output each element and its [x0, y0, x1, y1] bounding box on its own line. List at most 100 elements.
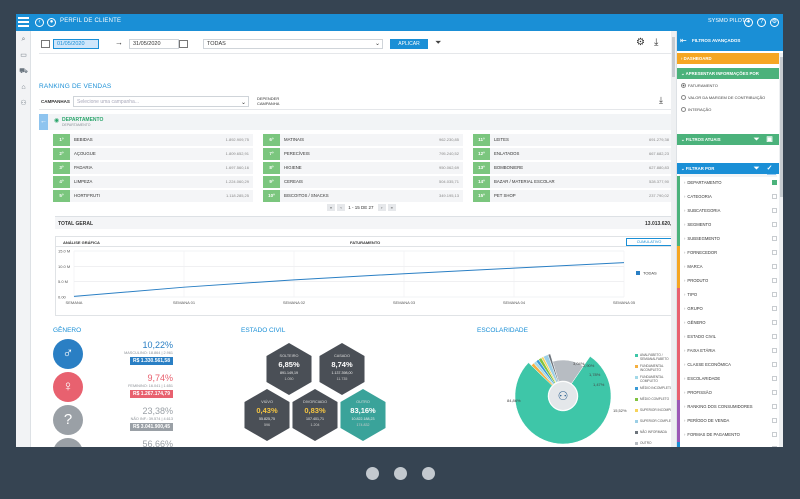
filter-checkbox[interactable] — [772, 222, 777, 227]
filter-icon[interactable]: ⏷ — [753, 136, 760, 143]
store-select[interactable]: TODAS ⌄ — [203, 39, 383, 49]
depend-campaign-toggle[interactable]: DEPENDER CAMPANHA — [257, 96, 280, 106]
ranking-card[interactable]: 12º ENLATADOS 667.682,23 — [473, 148, 673, 160]
filter-checkbox[interactable] — [772, 306, 777, 311]
pie-slice[interactable] — [547, 353, 559, 383]
back-icon[interactable]: ‹ — [35, 18, 44, 27]
filter-item[interactable]: › DEPARTAMENTO — [677, 176, 779, 190]
cumulative-button[interactable]: CUMULATIVO — [626, 238, 672, 246]
trash-icon[interactable]: ⌂ — [21, 84, 26, 91]
ranking-card[interactable]: 7º PERECÍVEIS 795.240,52 — [263, 148, 463, 160]
users-icon[interactable]: ⚇ — [20, 100, 27, 107]
filter-checkbox[interactable] — [772, 418, 777, 423]
prev-page-button[interactable]: ‹ — [337, 204, 345, 211]
filter-icon[interactable]: ⏷ — [753, 165, 760, 172]
date-from-input[interactable]: 01/05/2020 — [53, 39, 99, 49]
filter-checkbox[interactable] — [772, 180, 777, 185]
filter-checkbox[interactable] — [772, 432, 777, 437]
help-icon[interactable]: ? — [757, 18, 766, 27]
filter-checkbox[interactable] — [772, 278, 777, 283]
radio-option[interactable]: VALOR DA MARGEM DE CONTRIBUIÇÃO — [681, 95, 765, 101]
filter-item[interactable]: › CLASSE ECONÔMICA — [677, 358, 779, 372]
first-page-button[interactable]: « — [327, 204, 335, 211]
filter-item[interactable]: › CATEGORIA — [677, 190, 779, 204]
gear-icon[interactable]: ⚙ — [636, 37, 645, 48]
filter-item[interactable]: › GRUPO — [677, 302, 779, 316]
filter-checkbox[interactable] — [772, 446, 777, 447]
next-page-button[interactable]: › — [377, 204, 386, 211]
filter-item[interactable]: › TIPO — [677, 288, 779, 302]
active-filters-section[interactable]: ⌄ FILTROS ATUAIS ⏷ ▣ — [677, 134, 779, 145]
dashboard-section[interactable]: › DASHBOARD — [677, 53, 779, 64]
settings-icon[interactable]: ⚙ — [770, 18, 779, 27]
filter-item[interactable]: › PERÍODO DE VENDA — [677, 414, 779, 428]
filter-checkbox[interactable] — [772, 348, 777, 353]
ranking-card[interactable]: 10º BISCOITOS / SNACKS 349.195,13 — [263, 190, 463, 202]
campaign-select[interactable]: Selecione uma campanha... ⌄ — [73, 96, 249, 107]
pie-slice[interactable] — [552, 359, 584, 384]
main-scrollbar[interactable] — [671, 31, 676, 447]
filter-checkbox[interactable] — [772, 376, 777, 381]
account-icon[interactable]: ● — [744, 18, 753, 27]
filter-item[interactable]: › GÊNERO — [677, 316, 779, 330]
ranking-card[interactable]: 14º BAZAR / MATERIAL ESCOLAR 528.377,90 — [473, 176, 673, 188]
carousel-dot[interactable] — [394, 467, 407, 480]
ranking-card[interactable]: 2º AÇOUGUE 1.809.652,91 — [53, 148, 253, 160]
check-circle-icon[interactable]: ✓ — [766, 165, 773, 172]
ranking-card[interactable]: 5º HORTIFRUTI 1.118.285,25 — [53, 190, 253, 202]
last-page-button[interactable]: » — [387, 204, 396, 211]
present-info-section[interactable]: ⌄ APRESENTAR INFORMAÇÕES POR — [677, 68, 779, 79]
ranking-card[interactable]: 3º PADARIA 1.697.560,16 — [53, 162, 253, 174]
radio-option[interactable]: FATURAMENTO — [681, 83, 718, 89]
filter-item[interactable]: › MARCA — [677, 260, 779, 274]
filter-checkbox[interactable] — [772, 236, 777, 241]
filter-by-section[interactable]: ⌄ FILTRAR POR ⏷ ✓ — [677, 163, 779, 174]
apply-button[interactable]: APLICAR — [390, 39, 428, 49]
ranking-card[interactable]: 4º LIMPEZA 1.224.060,29 — [53, 176, 253, 188]
filter-checkbox[interactable] — [772, 264, 777, 269]
filter-checkbox[interactable] — [772, 320, 777, 325]
filter-item[interactable]: › PRODUTO — [677, 274, 779, 288]
ranking-card[interactable]: 13º BOMBONIERE 627.880,83 — [473, 162, 673, 174]
filter-item[interactable]: ›ESTADO — [677, 442, 779, 447]
filter-checkbox[interactable] — [772, 194, 777, 199]
cart-icon[interactable]: ⛟ — [19, 68, 28, 75]
civil-hex[interactable] — [244, 389, 290, 441]
filter-checkbox[interactable] — [772, 292, 777, 297]
filter-checkbox[interactable] — [772, 390, 777, 395]
ranking-card[interactable]: 15º PET SHOP 237.790,02 — [473, 190, 673, 202]
filter-checkbox[interactable] — [772, 208, 777, 213]
search-icon[interactable]: ⌕ — [21, 36, 26, 43]
filter-checkbox[interactable] — [772, 250, 777, 255]
filter-item[interactable]: › FORMAS DE PAGAMENTO — [677, 428, 779, 442]
filter-item[interactable]: › FORNECEDOR — [677, 246, 779, 260]
download-icon[interactable]: ⤓ — [654, 37, 659, 48]
save-icon[interactable]: ▣ — [766, 136, 773, 143]
ranking-card[interactable]: 6º MATINAIS 962.230,85 — [263, 134, 463, 146]
radio-option[interactable]: INTERAÇÃO — [681, 107, 711, 113]
filter-item[interactable]: › ESTADO CIVIL — [677, 330, 779, 344]
filter-checkbox[interactable] — [772, 334, 777, 339]
civil-hex[interactable] — [292, 389, 338, 441]
ranking-card[interactable]: 11º LEITES 691.279,38 — [473, 134, 673, 146]
calendar-icon[interactable] — [41, 40, 50, 48]
filter-icon[interactable]: ⏷ — [435, 38, 442, 47]
civil-hex[interactable] — [266, 343, 312, 395]
date-to-input[interactable]: 31/05/2020 — [129, 39, 179, 49]
civil-hex[interactable] — [319, 343, 365, 395]
ranking-card[interactable]: 9º CEREAIS 504.035,71 — [263, 176, 463, 188]
hamburger-menu-icon[interactable] — [18, 17, 29, 28]
download-icon[interactable]: ⤓ — [659, 95, 663, 105]
prev-arrow-icon[interactable]: ← — [39, 114, 48, 130]
filter-item[interactable]: › SEGMENTO — [677, 218, 779, 232]
pie-slice[interactable] — [514, 356, 612, 445]
filter-item[interactable]: › FAIXA ETÁRIA — [677, 344, 779, 358]
collapse-arrow-icon[interactable]: ⇤ — [680, 36, 687, 45]
carousel-dot[interactable] — [422, 467, 435, 480]
user-circle-icon[interactable]: ● — [47, 18, 56, 27]
monitor-icon[interactable]: ▭ — [20, 52, 27, 59]
ranking-card[interactable]: 8º HIGIENE 950.062,69 — [263, 162, 463, 174]
right-scrollbar[interactable] — [779, 53, 783, 447]
filter-item[interactable]: › ESCOLARIDADE — [677, 372, 779, 386]
carousel-dot[interactable] — [366, 467, 379, 480]
